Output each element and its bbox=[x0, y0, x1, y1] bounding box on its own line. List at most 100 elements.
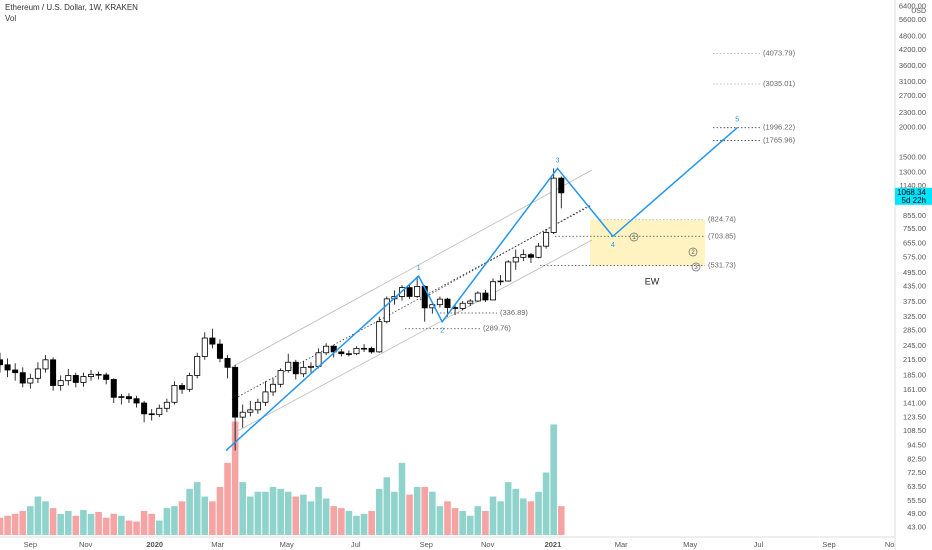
y-tick-label: 1300.00 bbox=[899, 167, 926, 176]
volume-bar bbox=[489, 496, 497, 535]
currency: USD bbox=[911, 8, 926, 15]
y-tick-label: 94.50 bbox=[907, 440, 926, 449]
candle-body bbox=[95, 373, 102, 376]
y-tick-label: 2000.00 bbox=[899, 122, 926, 131]
y-tick-label: 43.00 bbox=[907, 522, 926, 531]
candle-body bbox=[247, 409, 254, 413]
candle-body bbox=[125, 396, 132, 400]
candle-body bbox=[110, 379, 117, 398]
circle-marker bbox=[688, 247, 698, 257]
y-tick-label: 5600.00 bbox=[899, 15, 926, 24]
volume-bar bbox=[338, 508, 345, 535]
x-tick-label: 2020 bbox=[146, 540, 163, 549]
volume-bar bbox=[148, 513, 155, 535]
volume-bar bbox=[118, 515, 125, 535]
volume-bar bbox=[277, 488, 284, 535]
volume-bar bbox=[375, 488, 383, 535]
candle-body bbox=[368, 347, 375, 353]
candle-body bbox=[300, 366, 307, 375]
candle-body bbox=[80, 376, 87, 383]
candle-body bbox=[338, 351, 345, 355]
y-tick-label: 855.00 bbox=[903, 211, 926, 220]
volume-bar bbox=[239, 482, 247, 535]
candle-body bbox=[179, 385, 186, 390]
y-tick-label: 185.00 bbox=[903, 370, 926, 379]
candle-body bbox=[19, 372, 26, 384]
wave-label: 4 bbox=[611, 242, 615, 249]
volume-bar bbox=[322, 498, 330, 535]
target-zone bbox=[590, 219, 705, 266]
y-tick-label: 1500.00 bbox=[899, 152, 926, 161]
y-tick-label: 108.50 bbox=[903, 426, 926, 435]
volume-bar bbox=[125, 520, 133, 535]
candle-body bbox=[406, 287, 413, 297]
y-tick-label: 215.00 bbox=[903, 355, 926, 364]
y-tick-label: 755.00 bbox=[903, 224, 926, 233]
volume-bar bbox=[284, 491, 292, 535]
candle-body bbox=[148, 413, 155, 416]
volume-bar bbox=[406, 494, 413, 535]
volume-bar bbox=[110, 513, 118, 535]
y-tick-label: 82.50 bbox=[907, 455, 926, 464]
candle-body bbox=[353, 347, 360, 355]
circle-marker bbox=[629, 232, 639, 242]
volume-bar bbox=[542, 472, 550, 535]
volume-bar bbox=[64, 510, 72, 535]
y-tick-label: 245.00 bbox=[903, 341, 926, 350]
volume-bar bbox=[246, 496, 254, 535]
volume-bar bbox=[504, 482, 512, 535]
volume-bar bbox=[140, 510, 148, 535]
x-tick-label: 2021 bbox=[545, 540, 562, 549]
candle-body bbox=[421, 285, 428, 309]
x-tick-label: Mar bbox=[615, 540, 628, 549]
chart-subtitle: Vol bbox=[5, 14, 16, 23]
level-label: (336.89) bbox=[500, 308, 528, 317]
y-tick-label: 6400.00 bbox=[899, 1, 926, 10]
candle-body bbox=[520, 254, 527, 258]
volume-bar bbox=[497, 501, 504, 535]
candle-body bbox=[232, 366, 239, 418]
wave-label: 1 bbox=[417, 265, 421, 272]
candle-body bbox=[27, 377, 34, 384]
volume-bar bbox=[11, 513, 19, 535]
candle-body bbox=[57, 380, 64, 386]
volume-bar bbox=[0, 517, 4, 535]
volume-bar bbox=[178, 501, 186, 535]
volume-bar bbox=[269, 486, 277, 535]
candle-body bbox=[141, 402, 148, 415]
volume-bar bbox=[391, 491, 398, 535]
candle-body bbox=[505, 261, 512, 282]
x-tick-label: Jul bbox=[351, 540, 361, 549]
channel-mid-2 bbox=[419, 204, 591, 301]
x-tick-label: Nov bbox=[79, 540, 93, 549]
candle-body bbox=[65, 375, 72, 382]
volume-bar bbox=[201, 496, 209, 535]
candle-body bbox=[459, 302, 466, 309]
price-tag-label: 1068.34 bbox=[897, 188, 926, 197]
volume-bar bbox=[413, 486, 421, 535]
candle-body bbox=[224, 357, 231, 368]
volume-bar bbox=[254, 491, 262, 535]
countdown-label: 5d 22h bbox=[902, 196, 926, 205]
volume-bar bbox=[459, 510, 466, 535]
x-tick-label: May bbox=[683, 540, 697, 549]
y-tick-label: 1140.00 bbox=[899, 181, 926, 190]
x-tick-label: Nov bbox=[481, 540, 495, 549]
volume-bar bbox=[216, 486, 224, 535]
volume-bar bbox=[466, 515, 474, 535]
volume-bar bbox=[57, 513, 64, 535]
volume-bar bbox=[186, 488, 193, 535]
volume-bar bbox=[436, 506, 444, 535]
volume-bar bbox=[224, 462, 231, 535]
volume-bar bbox=[398, 462, 406, 535]
candle-body bbox=[444, 298, 451, 308]
candle-body bbox=[490, 281, 497, 301]
level-label: (531.73) bbox=[708, 260, 736, 269]
y-tick-label: 2300.00 bbox=[899, 108, 926, 117]
candle-body bbox=[277, 370, 284, 385]
volume-bar bbox=[102, 517, 110, 535]
candle-body bbox=[42, 359, 49, 370]
candle-body bbox=[361, 347, 368, 350]
